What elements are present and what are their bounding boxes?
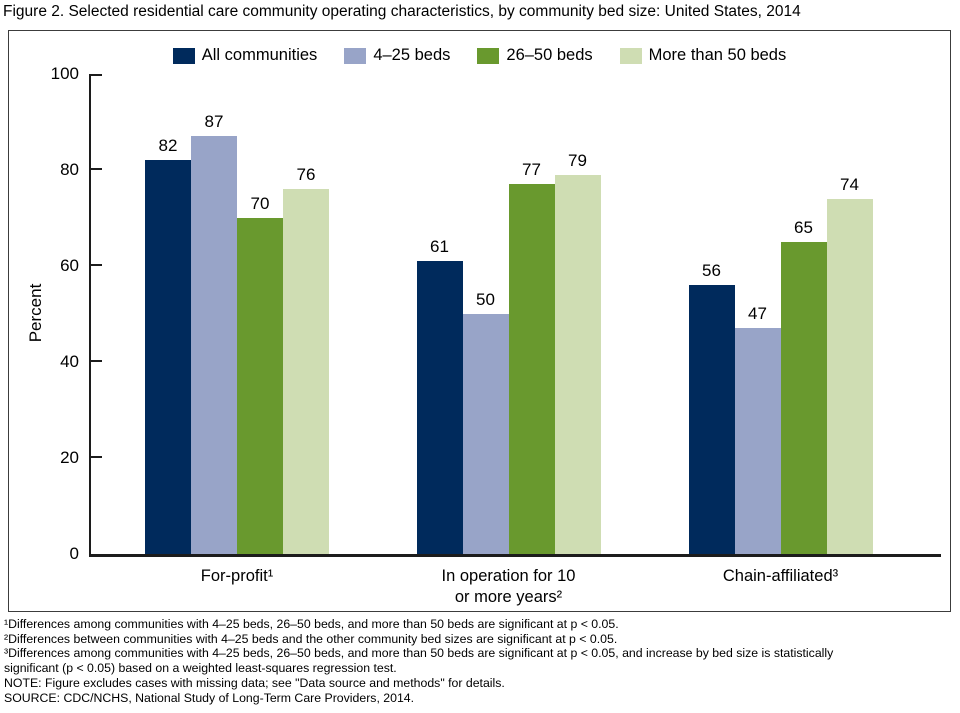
bar-value-label: 56 — [702, 261, 721, 281]
bar-value-label: 47 — [748, 304, 767, 324]
legend-item: All communities — [172, 46, 318, 65]
y-tick-label: 100 — [50, 64, 79, 83]
y-tick-label: 0 — [69, 544, 79, 563]
legend-label: 26–50 beds — [506, 46, 593, 64]
figure-title: Figure 2. Selected residential care comm… — [3, 3, 801, 20]
bar-value-label: 65 — [794, 218, 813, 237]
y-tick — [91, 74, 102, 76]
footnote-line: significant (p < 0.05) based on a weight… — [4, 661, 397, 676]
legend-item: 26–50 beds — [477, 46, 593, 65]
legend-swatch — [477, 47, 500, 64]
legend-item: 4–25 beds — [344, 46, 450, 65]
bar-value-label: 70 — [250, 194, 270, 213]
y-tick — [91, 168, 102, 170]
plot-area: Percent 0 20 40 60 80 100 82 61 56 87 50 47 70 77 65 76… — [26, 64, 941, 606]
bar — [734, 328, 781, 554]
legend-swatch — [172, 47, 195, 64]
legend-label: More than 50 beds — [648, 46, 787, 64]
bar — [688, 285, 735, 554]
bar-value-label: 76 — [296, 165, 316, 185]
footnote-line: SOURCE: CDC/NCHS, National Study of Long… — [4, 690, 415, 705]
bar — [237, 218, 283, 554]
footnote-line: NOTE: Figure excludes cases with missing… — [4, 675, 505, 690]
bar — [283, 189, 329, 554]
legend-label: 4–25 beds — [373, 46, 451, 64]
y-tick — [91, 456, 102, 458]
legend-swatch — [344, 47, 367, 64]
x-category-label: Chain-affiliated³ — [722, 567, 839, 585]
bar-value-label: 82 — [158, 136, 178, 156]
bar — [554, 174, 601, 554]
bar-value-label: 77 — [522, 160, 541, 180]
footnote-line: ²Differences between communities with 4–… — [4, 631, 618, 646]
x-category-label: For-profit¹ — [200, 567, 274, 585]
bar — [191, 136, 237, 554]
bar — [145, 160, 191, 554]
bar — [508, 184, 555, 554]
y-tick-label: 40 — [60, 352, 79, 371]
legend: All communities 4–25 beds 26–50 beds More t… — [9, 46, 950, 65]
y-tick-label: 80 — [60, 160, 79, 179]
legend-swatch — [619, 47, 642, 64]
legend-item: More than 50 beds — [619, 46, 787, 65]
bar-value-label: 61 — [430, 237, 449, 257]
legend-label: All communities — [201, 46, 318, 64]
y-tick — [91, 360, 102, 362]
x-category-label: In operation for 10 or more years² — [441, 567, 576, 606]
bar — [462, 314, 509, 554]
footnote-line: ¹Differences among communities with 4–25… — [4, 617, 619, 631]
y-tick — [91, 264, 102, 266]
footnotes: ¹Differences among communities with 4–25… — [4, 617, 956, 705]
bar — [416, 261, 463, 554]
y-tick-label: 20 — [60, 448, 79, 467]
y-axis-title: Percent — [26, 283, 45, 343]
chart-frame: All communities 4–25 beds 26–50 beds More t… — [8, 30, 951, 612]
y-tick-label: 60 — [60, 256, 79, 275]
bar — [780, 242, 827, 554]
bar — [826, 198, 873, 554]
footnote-line: ³Differences among communities with 4–25… — [4, 646, 834, 661]
bar-value-label: 50 — [476, 290, 495, 309]
bar-value-label: 87 — [204, 112, 224, 132]
bar-value-label: 74 — [840, 174, 859, 194]
bar-value-label: 79 — [568, 150, 587, 170]
